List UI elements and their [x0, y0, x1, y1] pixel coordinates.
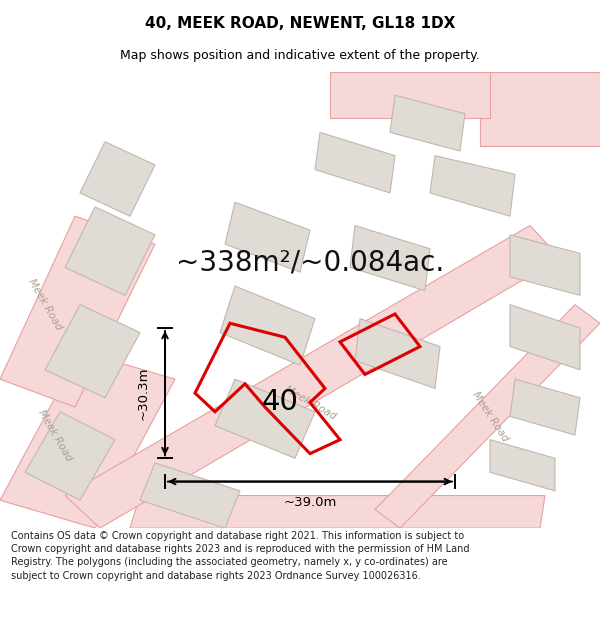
- Text: Meek Road: Meek Road: [283, 384, 337, 421]
- Text: Meek Road: Meek Road: [26, 278, 64, 332]
- Text: Meek Road: Meek Road: [470, 389, 510, 443]
- Polygon shape: [130, 496, 545, 528]
- Polygon shape: [0, 351, 175, 528]
- Polygon shape: [315, 132, 395, 193]
- Polygon shape: [480, 72, 600, 146]
- Text: ~39.0m: ~39.0m: [283, 496, 337, 509]
- Polygon shape: [390, 95, 465, 151]
- Polygon shape: [140, 463, 240, 528]
- Polygon shape: [225, 202, 310, 272]
- Polygon shape: [490, 439, 555, 491]
- Text: Map shows position and indicative extent of the property.: Map shows position and indicative extent…: [120, 49, 480, 62]
- Polygon shape: [80, 142, 155, 216]
- Polygon shape: [375, 304, 600, 528]
- Polygon shape: [510, 304, 580, 370]
- Polygon shape: [330, 72, 490, 118]
- Polygon shape: [65, 226, 560, 528]
- Polygon shape: [430, 156, 515, 216]
- Polygon shape: [0, 216, 155, 407]
- Text: ~338m²/~0.084ac.: ~338m²/~0.084ac.: [176, 249, 444, 277]
- Polygon shape: [350, 226, 430, 291]
- Text: Contains OS data © Crown copyright and database right 2021. This information is : Contains OS data © Crown copyright and d…: [11, 531, 469, 581]
- Polygon shape: [215, 379, 315, 458]
- Polygon shape: [220, 286, 315, 365]
- Polygon shape: [510, 379, 580, 435]
- Polygon shape: [25, 412, 115, 500]
- Text: Meek Road: Meek Road: [36, 408, 74, 462]
- Polygon shape: [45, 304, 140, 398]
- Polygon shape: [65, 207, 155, 296]
- Polygon shape: [355, 319, 440, 389]
- Text: 40, MEEK ROAD, NEWENT, GL18 1DX: 40, MEEK ROAD, NEWENT, GL18 1DX: [145, 16, 455, 31]
- Text: ~30.3m: ~30.3m: [137, 366, 149, 420]
- Polygon shape: [510, 235, 580, 296]
- Text: 40: 40: [262, 388, 298, 416]
